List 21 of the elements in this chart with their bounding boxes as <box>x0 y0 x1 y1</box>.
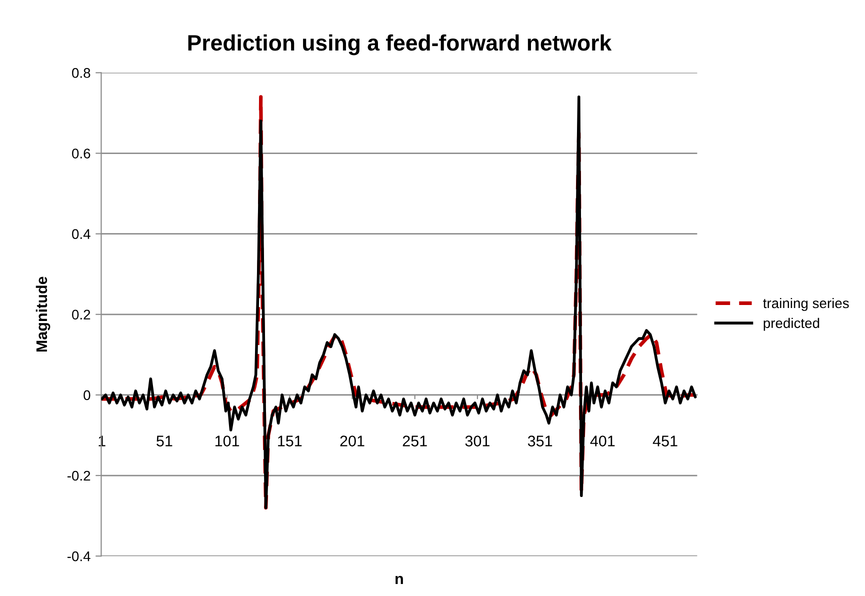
x-tick-label: 451 <box>652 436 678 446</box>
legend-label: predicted <box>764 318 820 331</box>
x-tick-label: 51 <box>156 436 172 446</box>
x-tick-label: 251 <box>402 436 427 446</box>
legend-label: training series <box>763 298 849 311</box>
y-tick-label: -0.2 <box>67 470 90 481</box>
y-tick-label: 0.6 <box>72 148 90 158</box>
y-tick-label: -0.4 <box>67 551 90 562</box>
x-tick-label: 201 <box>340 436 364 446</box>
x-tick-label: 301 <box>465 436 490 446</box>
y-tick-label: 0.2 <box>72 310 90 320</box>
x-tick-label: 151 <box>278 436 302 446</box>
y-tick-label: 0.4 <box>72 229 90 239</box>
y-tick-label: 0.8 <box>72 68 90 78</box>
y-axis-title: Magnitude <box>36 276 50 352</box>
chart-title: Prediction using a feed-forward network <box>188 34 612 56</box>
x-tick-label: 101 <box>215 436 240 446</box>
x-tick-label: 351 <box>528 436 552 446</box>
y-tick-label: 0 <box>84 390 90 400</box>
x-axis-title: n <box>396 576 403 584</box>
x-tick-label: 401 <box>590 436 615 446</box>
